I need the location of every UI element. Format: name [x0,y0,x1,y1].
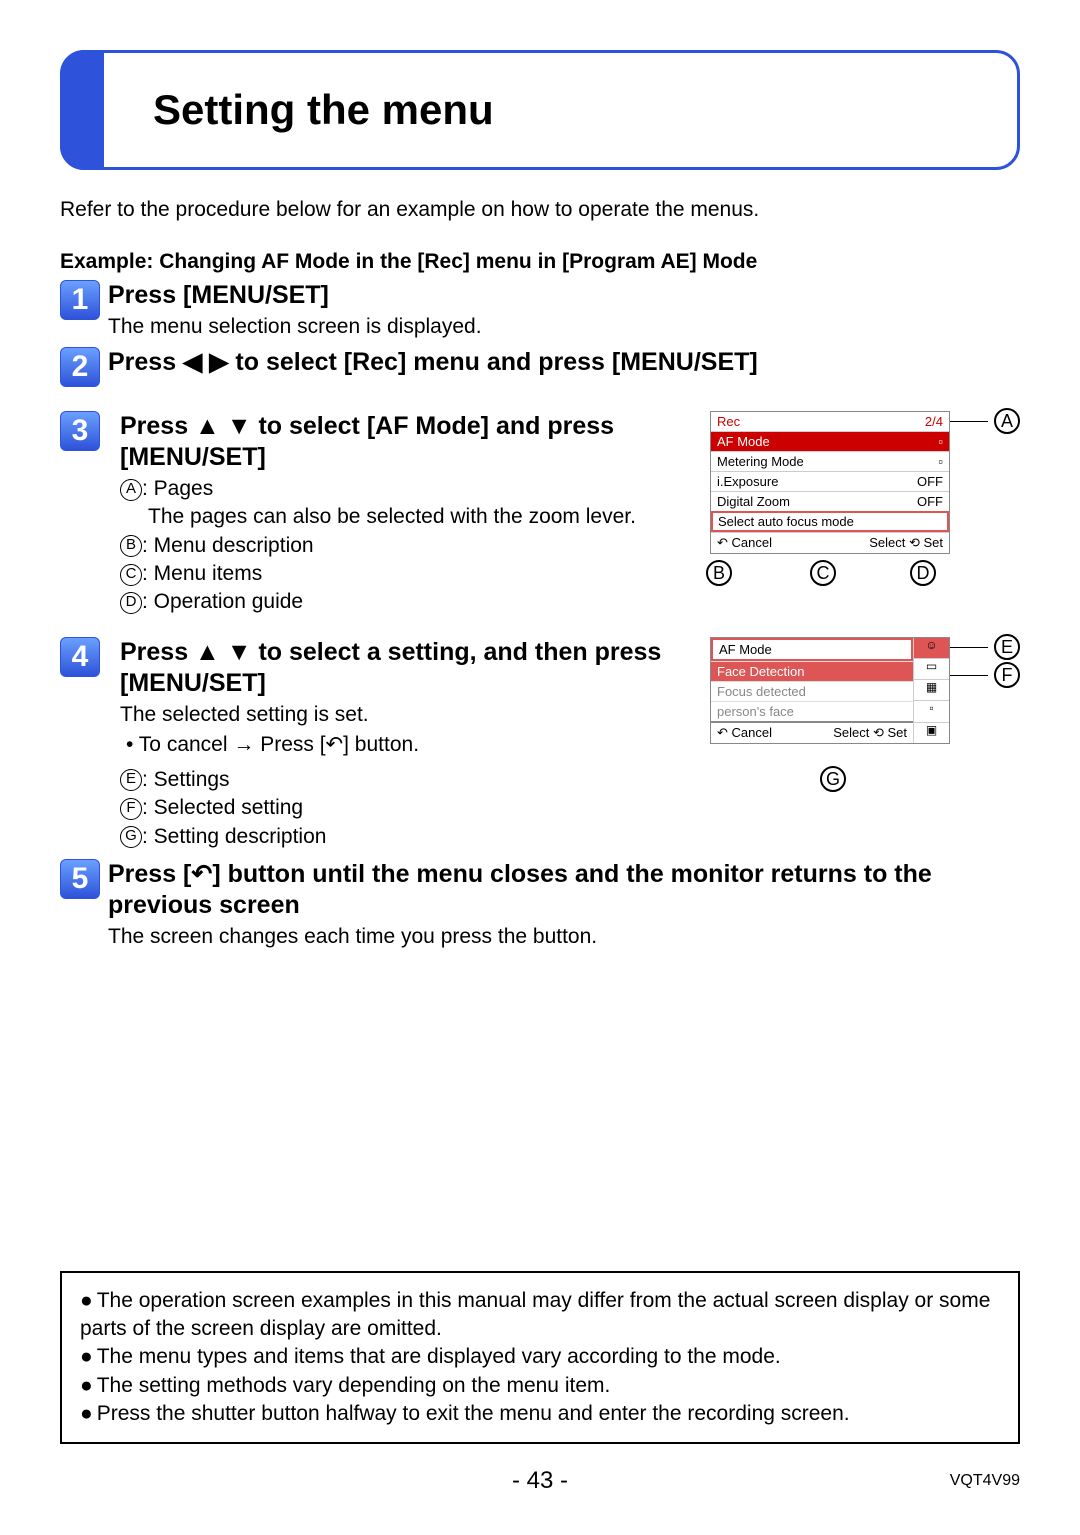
screen2: AF Mode Face Detection Focus detected pe… [710,637,950,744]
notes-box: The operation screen examples in this ma… [60,1271,1020,1445]
step-number-2: 2 [60,347,100,387]
ann-f: : Selected setting [142,796,303,819]
label-g: G [820,766,846,792]
step4-sub1: The selected setting is set. [120,701,690,728]
label-a: A [994,408,1020,434]
step-4: 4 Press ▲ ▼ to select a setting, and the… [60,637,1020,851]
step3-title: Press ▲ ▼ to select [AF Mode] and press … [120,411,660,474]
ann-b: : Menu description [142,534,314,557]
step3-annotations: A: Pages The pages can also be selected … [120,475,690,617]
ann-d: : Operation guide [142,590,303,613]
label-d: D [910,560,936,586]
ann-a2: The pages can also be selected with the … [120,503,690,531]
step1-title: Press [MENU/SET] [108,280,1020,311]
label-c: C [810,560,836,586]
screen1: Rec2/4 AF Mode▫ Metering Mode▫ i.Exposur… [710,411,950,554]
step4-annotations: E: Settings F: Selected setting G: Setti… [120,766,690,851]
step-number-5: 5 [60,859,100,899]
step-5: 5 Press [↶] button until the menu closes… [60,859,1020,951]
title-header: Setting the menu [60,50,1020,170]
ann-g: : Setting description [142,825,326,848]
doc-code: VQT4V99 [950,1472,1020,1490]
blue-tab [60,50,104,170]
step-1: 1 Press [MENU/SET] The menu selection sc… [60,280,1020,341]
screen1-diagram: Rec2/4 AF Mode▫ Metering Mode▫ i.Exposur… [710,411,1020,554]
note-4: Press the shutter button halfway to exit… [80,1400,1000,1428]
step4-title: Press ▲ ▼ to select a setting, and then … [120,637,680,700]
step5-title: Press [↶] button until the menu closes a… [108,859,1020,922]
label-b: B [706,560,732,586]
step2-title: Press ◀ ▶ to select [Rec] menu and press… [108,347,1020,378]
ann-a: : Pages [142,477,213,500]
label-f: F [994,662,1020,688]
screen2-diagram: AF Mode Face Detection Focus detected pe… [710,637,1020,744]
note-3: The setting methods vary depending on th… [80,1372,1000,1400]
intro-text: Refer to the procedure below for an exam… [60,198,1020,222]
step5-sub: The screen changes each time you press t… [108,923,1020,950]
page-title: Setting the menu [153,86,494,134]
step-2: 2 Press ◀ ▶ to select [Rec] menu and pre… [60,347,1020,387]
note-1: The operation screen examples in this ma… [80,1287,1000,1344]
ann-e: : Settings [142,768,230,791]
step1-sub: The menu selection screen is displayed. [108,313,1020,340]
step-number-4: 4 [60,637,100,677]
step-3: 3 Press ▲ ▼ to select [AF Mode] and pres… [60,411,1020,617]
ann-c: : Menu items [142,562,262,585]
step-number-1: 1 [60,280,100,320]
step4-sub2: • To cancel → Press [↶] button. [120,731,690,758]
step-number-3: 3 [60,411,100,451]
note-2: The menu types and items that are displa… [80,1343,1000,1371]
label-e: E [994,634,1020,660]
page-number: - 43 - [0,1467,1080,1495]
example-text: Example: Changing AF Mode in the [Rec] m… [60,250,1020,274]
